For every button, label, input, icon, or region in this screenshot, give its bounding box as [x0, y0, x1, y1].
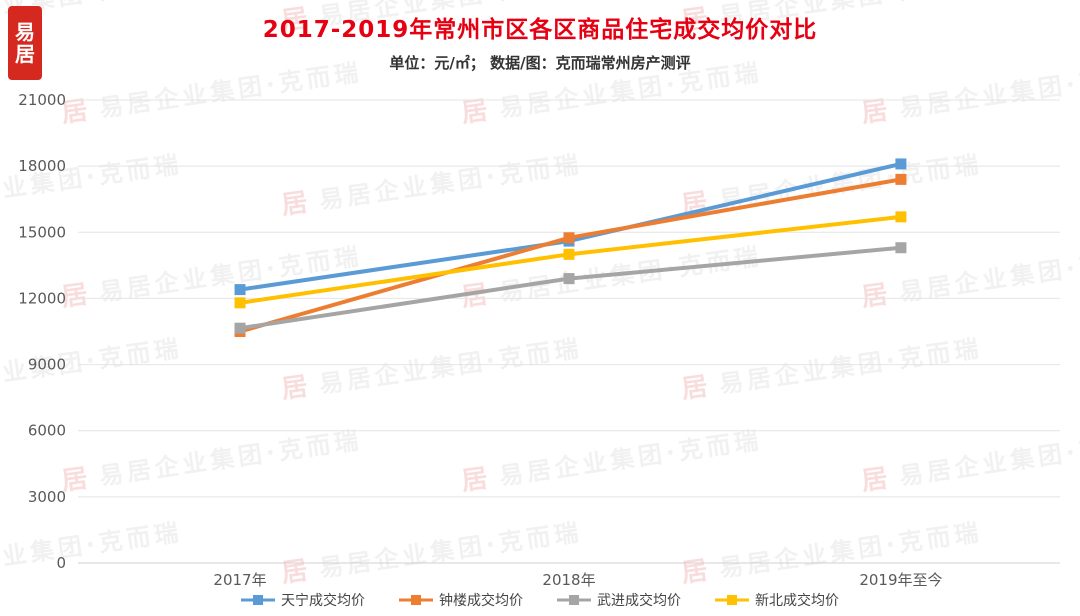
y-axis-tick-label: 21000 — [18, 91, 66, 109]
data-point-marker — [895, 158, 907, 170]
y-axis-tick-label: 12000 — [18, 289, 66, 307]
y-axis-tick-label: 18000 — [18, 157, 66, 175]
legend-label: 新北成交均价 — [755, 593, 839, 609]
x-axis-tick-label: 2017年 — [213, 571, 266, 589]
chart-subtitle: 单位：元/㎡； 数据/图：克而瑞常州房产测评 — [389, 54, 691, 72]
y-axis-tick-label: 6000 — [28, 422, 66, 440]
data-point-marker — [234, 284, 246, 296]
legend-label: 天宁成交均价 — [281, 593, 365, 609]
data-point-marker — [563, 273, 575, 285]
y-axis-tick-label: 15000 — [18, 223, 66, 241]
x-axis-tick-label: 2019年至今 — [859, 571, 942, 589]
y-axis-tick-label: 9000 — [28, 356, 66, 374]
legend-item[interactable]: 武进成交均价 — [557, 590, 681, 610]
legend-marker-icon — [715, 595, 749, 605]
y-axis-tick-label: 0 — [56, 554, 66, 572]
data-point-marker — [563, 232, 575, 244]
data-point-marker — [234, 322, 246, 334]
chart-legend: 天宁成交均价 钟楼成交均价 武进成交均价 新北成交均价 — [0, 590, 1080, 610]
data-point-marker — [895, 173, 907, 185]
series-line — [238, 214, 903, 305]
legend-item[interactable]: 新北成交均价 — [715, 590, 839, 610]
x-axis-tick-label: 2018年 — [542, 571, 595, 589]
legend-marker-icon — [241, 595, 275, 605]
y-axis-tick-label: 3000 — [28, 488, 66, 506]
brand-logo-bottom-char: 居 — [15, 42, 35, 66]
legend-item[interactable]: 钟楼成交均价 — [399, 590, 523, 610]
legend-marker-icon — [557, 595, 591, 605]
legend-label: 武进成交均价 — [597, 593, 681, 609]
legend-label: 钟楼成交均价 — [439, 593, 523, 609]
data-point-marker — [234, 297, 246, 309]
data-point-marker — [563, 248, 575, 260]
legend-marker-icon — [399, 595, 433, 605]
brand-logo: 易 居 — [8, 6, 42, 80]
data-point-marker — [895, 242, 907, 254]
chart-header: 2017-2019年常州市区各区商品住宅成交均价对比 单位：元/㎡； 数据/图：… — [0, 10, 1080, 73]
brand-logo-top-char: 易 — [15, 20, 35, 44]
legend-item[interactable]: 天宁成交均价 — [241, 590, 365, 610]
data-point-marker — [895, 211, 907, 223]
chart-title: 2017-2019年常州市区各区商品住宅成交均价对比 — [262, 17, 818, 43]
